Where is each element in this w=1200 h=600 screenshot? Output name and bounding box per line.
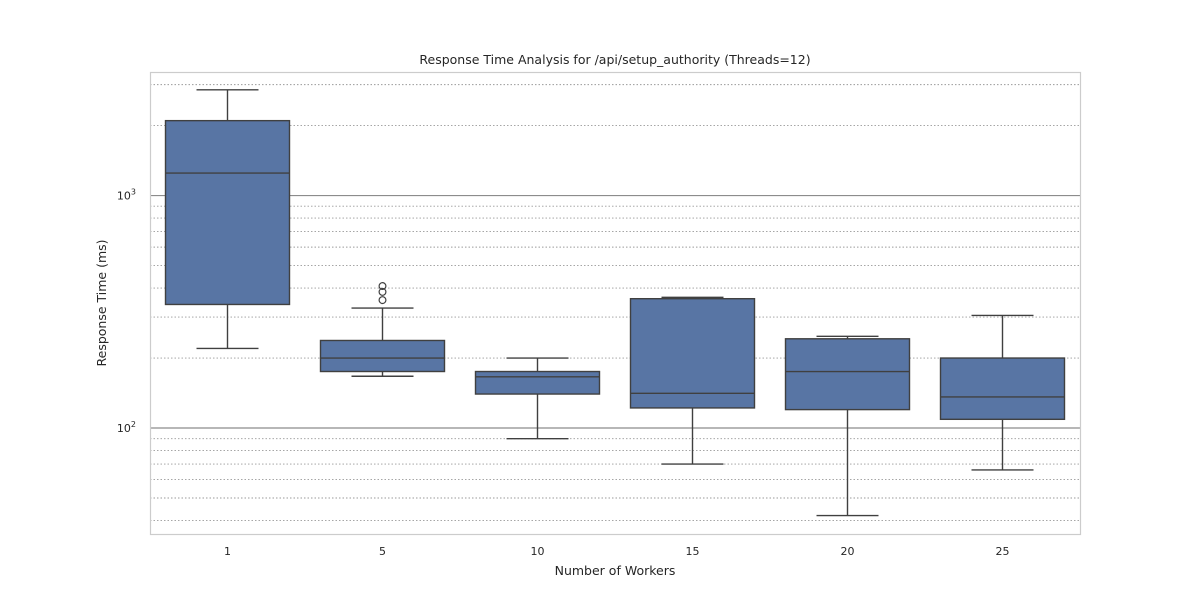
box-iqr [939, 357, 1066, 421]
outlier-point [378, 282, 387, 291]
box-iqr [784, 338, 911, 411]
x-tick-label: 20 [841, 545, 855, 558]
y-tick-labels: 102 103 [117, 188, 136, 435]
box-iqr [164, 119, 291, 306]
box-iqr [319, 339, 446, 373]
x-tick-label: 1 [224, 545, 231, 558]
chart-title: Response Time Analysis for /api/setup_au… [419, 52, 810, 67]
box-group [939, 314, 1066, 471]
x-tick-label: 5 [379, 545, 386, 558]
grid-lines [150, 84, 1080, 521]
box-group [629, 296, 756, 465]
x-tick-label: 15 [686, 545, 700, 558]
x-tick-label: 25 [996, 545, 1010, 558]
box-group [164, 89, 291, 350]
x-tick-label: 10 [531, 545, 545, 558]
box-iqr [474, 370, 601, 395]
y-tick-label: 103 [117, 188, 136, 203]
box-iqr [629, 297, 756, 409]
box-group [784, 335, 911, 517]
outlier-point [378, 287, 387, 296]
box-group [319, 282, 446, 377]
y-axis-label: Response Time (ms) [94, 239, 109, 366]
box-group [474, 357, 601, 440]
boxes-group [164, 89, 1066, 517]
plot-frame [149, 71, 1082, 536]
x-axis-label: Number of Workers [555, 563, 676, 578]
outlier-point [378, 296, 387, 305]
y-tick-label: 102 [117, 420, 136, 435]
x-tick-labels: 1 5 10 15 20 25 [224, 545, 1010, 558]
